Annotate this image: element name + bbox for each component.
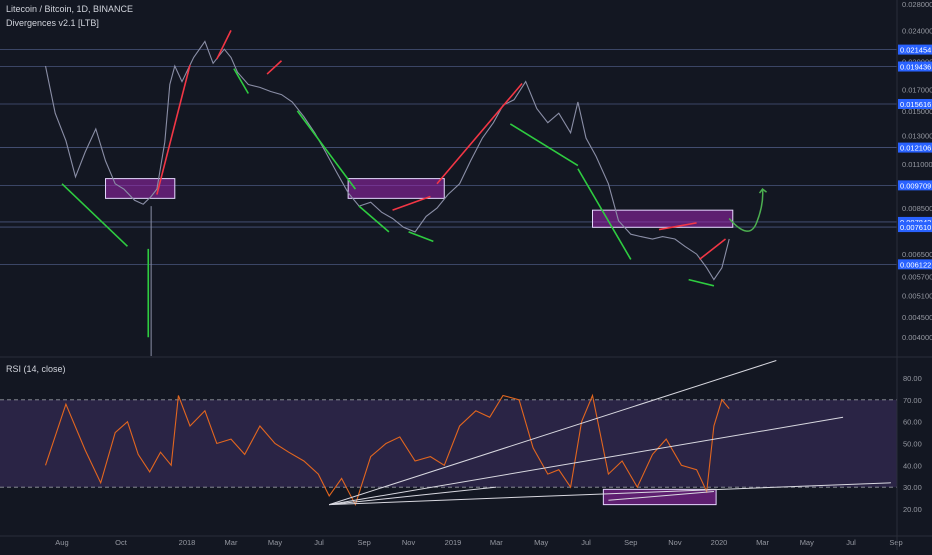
- bearish-divergence-line: [392, 195, 431, 211]
- rsi-tick-label: 50.00: [903, 440, 922, 449]
- price-tick-label: 0.024000: [902, 26, 932, 35]
- x-tick-label: Sep: [889, 538, 902, 547]
- x-tick-label: Mar: [490, 538, 503, 547]
- bullish-divergence-line: [408, 231, 434, 243]
- price-level-tag-label: 0.019436: [900, 63, 931, 72]
- x-tick-label: Sep: [624, 538, 637, 547]
- divergence-zone: [105, 178, 176, 199]
- x-tick-label: Mar: [756, 538, 769, 547]
- bullish-divergence-line: [61, 183, 129, 247]
- x-tick-label: Oct: [115, 538, 128, 547]
- bullish-divergence-line: [688, 278, 715, 287]
- x-tick-label: May: [268, 538, 282, 547]
- x-tick-label: 2020: [711, 538, 728, 547]
- price-tick-label: 0.013000: [902, 131, 932, 140]
- price-level-tag-label: 0.006122: [900, 260, 931, 269]
- rsi-tick-label: 40.00: [903, 461, 922, 470]
- rsi-tick-label: 80.00: [903, 374, 922, 383]
- x-tick-label: Nov: [668, 538, 682, 547]
- price-level-tag: [898, 180, 932, 191]
- price-tick-label: 0.004500: [902, 313, 932, 322]
- price-line: [44, 40, 730, 281]
- bearish-divergence-line: [266, 60, 283, 75]
- rsi-trendline: [329, 486, 497, 506]
- rsi-trendline: [329, 416, 844, 506]
- price-tick-label: 0.008500: [902, 204, 932, 213]
- price-tick-label: 0.015000: [902, 107, 932, 116]
- price-level-tag: [898, 142, 932, 153]
- bullish-divergence-line: [509, 123, 579, 167]
- divergence-zone: [592, 209, 734, 228]
- price-level-tag-label: 0.012106: [900, 144, 931, 153]
- price-tick-label: 0.005100: [902, 292, 932, 301]
- price-tick-label: 0.005700: [902, 273, 932, 282]
- price-level-tag-label: 0.007610: [900, 223, 931, 232]
- x-tick-label: Aug: [55, 538, 68, 547]
- price-level-tag: [898, 222, 932, 233]
- price-level-tag: [898, 61, 932, 72]
- symbol-title: Litecoin / Bitcoin, 1D, BINANCE: [6, 4, 134, 14]
- x-tick-label: Jul: [314, 538, 324, 547]
- rsi-trendline: [329, 360, 777, 506]
- x-tick-label: Nov: [402, 538, 416, 547]
- projection-arrow: [728, 189, 764, 232]
- price-level-tag: [898, 44, 932, 55]
- rsi-trendline: [329, 482, 891, 506]
- bearish-divergence-line: [216, 30, 232, 60]
- x-tick-label: May: [534, 538, 548, 547]
- projection-arrow-head: [758, 188, 767, 194]
- price-level-tag-label: 0.021454: [900, 46, 931, 55]
- x-tick-label: Jul: [581, 538, 591, 547]
- x-tick-label: 2018: [179, 538, 196, 547]
- indicator-title: Divergences v2.1 [LTB]: [6, 18, 99, 28]
- bullish-divergence-line: [233, 68, 250, 94]
- rsi-tick-label: 20.00: [903, 505, 922, 514]
- price-level-tag: [898, 216, 932, 227]
- divergence-zone: [347, 178, 445, 199]
- price-level-tag: [898, 259, 932, 270]
- x-tick-label: Mar: [225, 538, 238, 547]
- x-tick-label: May: [800, 538, 814, 547]
- price-tick-label: 0.006500: [902, 250, 932, 259]
- rsi-line: [44, 393, 730, 507]
- bearish-divergence-line: [436, 82, 523, 185]
- rsi-trendline: [608, 491, 714, 501]
- price-level-tag: [898, 98, 932, 109]
- bearish-divergence-line: [698, 238, 727, 261]
- price-tick-label: 0.011000: [902, 160, 932, 169]
- rsi-band: [0, 399, 897, 488]
- rsi-title: RSI (14, close): [6, 364, 66, 374]
- x-tick-label: Sep: [357, 538, 370, 547]
- rsi-tick-label: 30.00: [903, 483, 922, 492]
- rsi-tick-label: 70.00: [903, 396, 922, 405]
- bearish-divergence-line: [658, 222, 697, 231]
- price-tick-label: 0.004000: [902, 333, 932, 342]
- x-tick-label: 2019: [445, 538, 462, 547]
- price-level-tag-label: 0.009709: [900, 181, 931, 190]
- bearish-divergence-line: [156, 64, 191, 195]
- price-tick-label: 0.028000: [902, 0, 932, 9]
- bullish-divergence-line: [296, 110, 357, 190]
- price-tick-label: 0.017000: [902, 85, 932, 94]
- bullish-divergence-line: [358, 205, 390, 233]
- x-tick-label: Jul: [846, 538, 856, 547]
- rsi-tick-label: 60.00: [903, 418, 922, 427]
- bullish-divergence-line: [577, 168, 632, 260]
- price-level-tag-label: 0.015616: [900, 100, 931, 109]
